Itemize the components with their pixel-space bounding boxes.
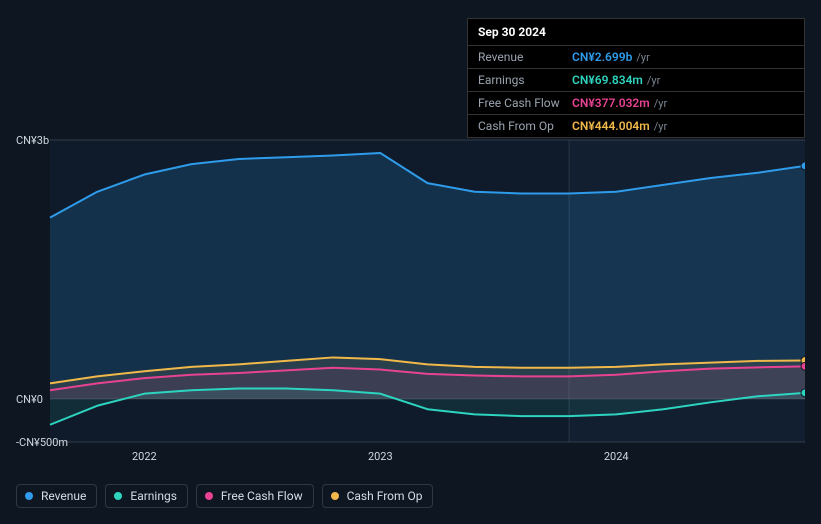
tooltip-panel: Sep 30 2024 Revenue CN¥2.699b /yr Earnin…	[467, 18, 805, 138]
svg-text:-CN¥500m: -CN¥500m	[16, 436, 68, 449]
tooltip-label-fcf: Free Cash Flow	[478, 96, 572, 110]
svg-text:2024: 2024	[604, 450, 629, 463]
legend-dot-icon	[25, 492, 33, 500]
legend-label: Cash From Op	[347, 489, 423, 503]
svg-text:CN¥0: CN¥0	[16, 393, 43, 406]
legend-label: Free Cash Flow	[221, 489, 303, 503]
tooltip-suffix: /yr	[647, 74, 660, 87]
tooltip-value-revenue: CN¥2.699b	[572, 50, 632, 64]
legend-dot-icon	[205, 492, 213, 500]
tooltip-suffix: /yr	[636, 51, 649, 64]
tooltip-row: Free Cash Flow CN¥377.032m /yr	[468, 91, 804, 114]
legend-label: Revenue	[41, 489, 86, 503]
chart-svg: CN¥3b CN¥0 -CN¥500m 2022 2023 2024	[16, 126, 805, 468]
legend-dot-icon	[331, 492, 339, 500]
svg-text:CN¥3b: CN¥3b	[16, 134, 49, 147]
legend-item-earnings[interactable]: Earnings	[105, 484, 188, 508]
legend-dot-icon	[114, 492, 122, 500]
svg-text:2023: 2023	[368, 450, 393, 463]
legend-item-fcf[interactable]: Free Cash Flow	[196, 484, 314, 508]
tooltip-suffix: /yr	[654, 97, 667, 110]
legend-label: Earnings	[130, 489, 177, 503]
legend-item-cfo[interactable]: Cash From Op	[322, 484, 434, 508]
tooltip-date: Sep 30 2024	[468, 19, 804, 45]
legend-item-revenue[interactable]: Revenue	[16, 484, 97, 508]
tooltip-label-earnings: Earnings	[478, 73, 572, 87]
tooltip-value-fcf: CN¥377.032m	[572, 96, 650, 110]
tooltip-row: Revenue CN¥2.699b /yr	[468, 45, 804, 68]
tooltip-label-revenue: Revenue	[478, 50, 572, 64]
chart-area[interactable]: CN¥3b CN¥0 -CN¥500m 2022 2023 2024	[16, 126, 805, 468]
svg-text:2022: 2022	[132, 450, 157, 463]
tooltip-row: Earnings CN¥69.834m /yr	[468, 68, 804, 91]
legend: Revenue Earnings Free Cash Flow Cash Fro…	[16, 484, 433, 508]
tooltip-value-earnings: CN¥69.834m	[572, 73, 643, 87]
